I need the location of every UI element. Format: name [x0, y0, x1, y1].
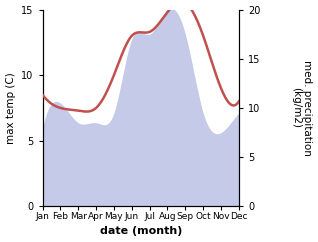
X-axis label: date (month): date (month)	[100, 227, 182, 236]
Y-axis label: max temp (C): max temp (C)	[5, 72, 16, 144]
Y-axis label: med. precipitation
(kg/m2): med. precipitation (kg/m2)	[291, 60, 313, 156]
